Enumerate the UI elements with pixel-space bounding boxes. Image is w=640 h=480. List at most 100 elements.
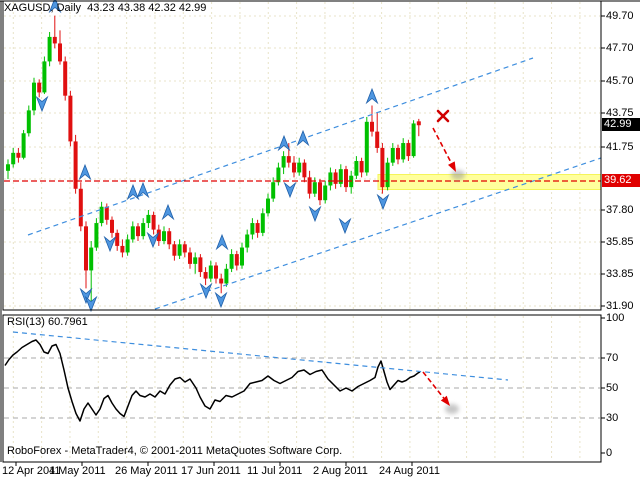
fractal-down-arrow-icon[interactable] <box>103 235 117 253</box>
candle-body <box>120 245 125 253</box>
rsi-axis-label: 30 <box>606 412 619 424</box>
candle-body <box>411 123 416 157</box>
fractal-up-arrow-icon[interactable] <box>365 87 379 105</box>
candle-body <box>52 36 57 44</box>
sell-signal-x-icon[interactable] <box>436 109 450 123</box>
fractal-up-arrow-icon[interactable] <box>277 134 291 152</box>
date-axis-label: 4 May 2011 <box>49 465 106 477</box>
fractal-up-arrow-icon[interactable] <box>126 183 140 201</box>
price-forecast-arrow-line[interactable] <box>432 127 453 164</box>
candle-body <box>240 247 244 266</box>
price-axis-label: 43.75 <box>606 107 634 119</box>
candle-body <box>99 206 104 224</box>
candle-body <box>68 95 73 142</box>
price-axis-label: 33.85 <box>606 268 634 280</box>
fractal-down-arrow-icon[interactable] <box>338 217 352 235</box>
axis-ticks <box>15 15 605 466</box>
price-axis-label: 35.85 <box>606 236 634 248</box>
candle-body <box>234 254 239 266</box>
rsi-forecast-arrow-head[interactable] <box>440 395 450 406</box>
fractal-up-arrow-icon[interactable] <box>296 129 310 147</box>
upper-channel-trendline[interactable] <box>27 57 534 236</box>
candle-body <box>47 36 52 62</box>
chart-title-ohlc: XAGUSD, Daily 43.23 43.38 42.32 42.99 <box>4 2 207 14</box>
candle-body <box>193 257 198 264</box>
candle-body <box>396 147 400 160</box>
fractal-down-arrow-icon[interactable] <box>283 181 297 199</box>
candle-body <box>63 61 68 96</box>
price-axis-label: 47.70 <box>606 42 634 54</box>
candle-body <box>406 143 411 157</box>
fractal-down-arrow-icon[interactable] <box>35 95 49 113</box>
candle-body <box>130 226 135 240</box>
fractal-down-arrow-icon[interactable] <box>146 231 160 249</box>
candle-body <box>229 254 234 269</box>
candle-body <box>167 231 172 245</box>
target-zone-band[interactable] <box>377 174 602 190</box>
candle-body <box>16 152 21 158</box>
fractal-down-arrow-icon[interactable] <box>84 295 98 313</box>
candle-body <box>146 214 151 224</box>
candle-body <box>198 257 203 273</box>
price-forecast-arrow-head[interactable] <box>447 161 456 172</box>
support-price-tag: 39.62 <box>602 174 640 187</box>
candle-body <box>162 231 166 242</box>
candle-body <box>271 182 276 199</box>
candle-body <box>385 162 390 188</box>
candle-body <box>94 223 99 248</box>
candle-body <box>89 247 94 271</box>
copyright-text: RoboForex - MetaTrader4, © 2001-2011 Met… <box>7 445 343 457</box>
candle-body <box>375 131 380 148</box>
fractal-up-arrow-icon[interactable] <box>78 163 92 181</box>
rsi-axis-label: 100 <box>606 312 625 324</box>
candle-body <box>104 206 109 220</box>
current-price-tag: 42.99 <box>602 118 640 131</box>
candle-body <box>245 234 250 248</box>
price-axis-label: 31.90 <box>606 300 634 312</box>
candle-body <box>416 121 421 126</box>
candle-body <box>177 244 182 256</box>
price-forecast-arrow-shadow <box>451 170 465 180</box>
candle-body <box>224 268 229 284</box>
fractal-down-arrow-icon[interactable] <box>214 291 228 309</box>
fractal-down-arrow-icon[interactable] <box>308 205 322 223</box>
rsi-forecast-arrow-line[interactable] <box>422 371 445 399</box>
candle-body <box>151 214 156 230</box>
fractal-up-arrow-icon[interactable] <box>136 181 150 199</box>
rsi-indicator-label: RSI(13) 60.7961 <box>7 316 88 328</box>
candle-body <box>364 121 369 173</box>
price-axis-label: 49.70 <box>606 10 634 22</box>
candle-body <box>42 61 47 93</box>
candle-body <box>255 223 260 233</box>
candle-body <box>344 169 348 188</box>
candle-body <box>172 244 177 256</box>
fractal-up-arrow-icon[interactable] <box>215 233 229 251</box>
candle-body <box>58 43 62 62</box>
fractal-down-arrow-icon[interactable] <box>199 282 213 300</box>
candle-body <box>359 161 364 173</box>
candle-body <box>84 226 88 271</box>
fractal-down-arrow-icon[interactable] <box>79 287 93 305</box>
candle-body <box>141 223 146 237</box>
date-axis-label: 2 Aug 2011 <box>313 465 368 477</box>
rsi-axis-label: 70 <box>606 352 619 364</box>
candle-body <box>110 219 114 233</box>
candle-body <box>182 244 187 253</box>
lower-channel-trendline[interactable] <box>154 157 602 310</box>
fractal-up-arrow-icon[interactable] <box>161 203 175 221</box>
candle-body <box>115 232 120 246</box>
rsi-trendline[interactable] <box>12 331 509 381</box>
candle-body <box>380 147 385 188</box>
candlestick-series <box>6 15 421 302</box>
candle-body <box>208 265 213 279</box>
rsi-forecast-arrow-shadow <box>445 404 459 414</box>
fractal-down-arrow-icon[interactable] <box>376 193 390 211</box>
fractal-up-arrow-icon[interactable] <box>48 0 62 14</box>
date-axis-label: 11 Jul 2011 <box>247 465 303 477</box>
fractal-arrows <box>35 0 390 313</box>
candle-body <box>156 229 161 242</box>
rsi-axis-label: 50 <box>606 382 619 394</box>
candle-body <box>333 172 338 184</box>
